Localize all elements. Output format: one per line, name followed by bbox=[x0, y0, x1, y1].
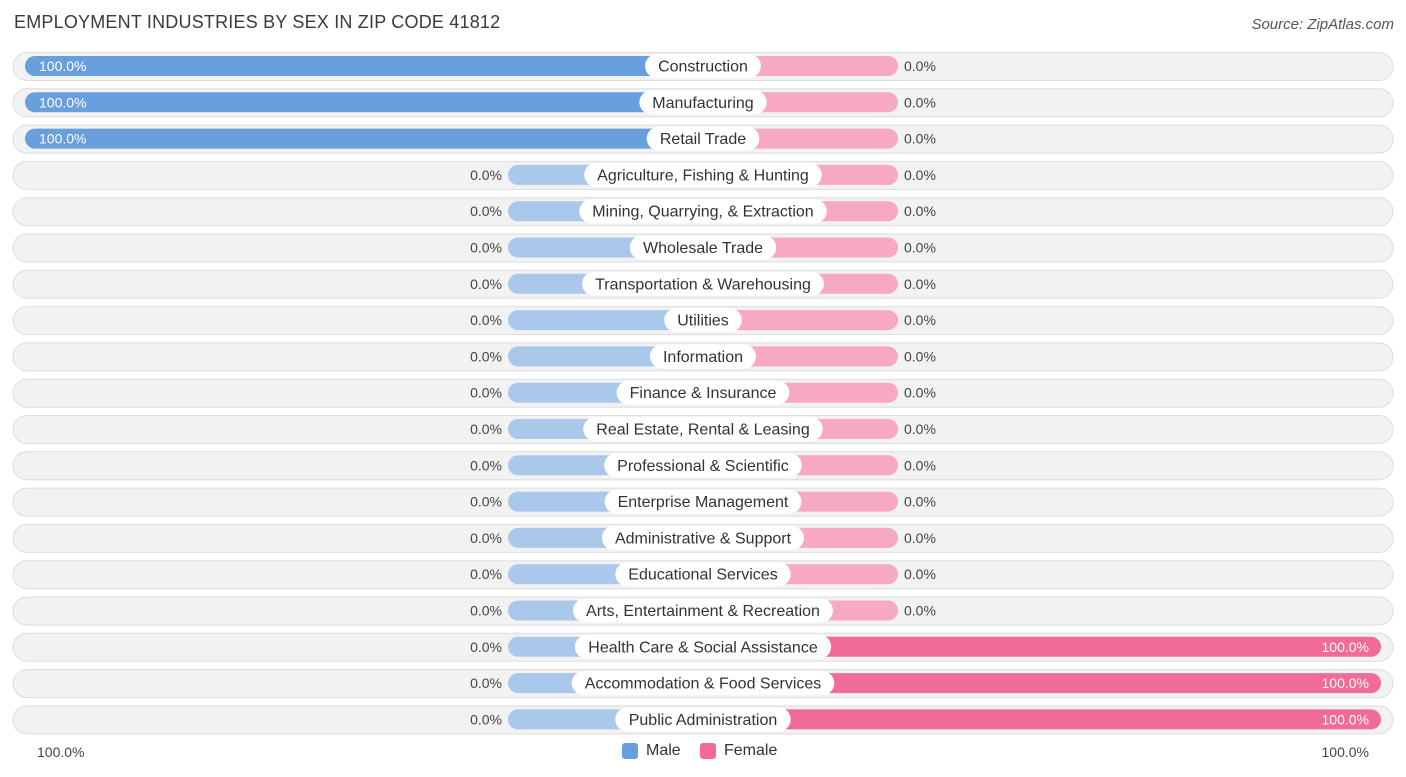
legend-item-female[interactable]: Female bbox=[700, 742, 777, 760]
value-label-female: 0.0% bbox=[904, 203, 936, 219]
category-label-bg bbox=[615, 707, 791, 732]
value-label-female: 0.0% bbox=[904, 603, 936, 619]
value-label-male: 0.0% bbox=[470, 167, 502, 183]
value-label-female: 0.0% bbox=[904, 385, 936, 401]
value-label-female: 0.0% bbox=[904, 566, 936, 582]
category-label-bg bbox=[571, 671, 835, 696]
legend-swatch-male bbox=[622, 743, 638, 759]
value-label-male: 0.0% bbox=[470, 494, 502, 510]
bar-female bbox=[703, 636, 1381, 657]
value-label-male: 100.0% bbox=[39, 94, 86, 110]
category-label-bg bbox=[649, 344, 757, 369]
category-label: Enterprise Management bbox=[618, 494, 789, 511]
category-label-bg bbox=[579, 199, 827, 224]
category-label: Finance & Insurance bbox=[630, 385, 777, 402]
category-label: Mining, Quarrying, & Extraction bbox=[592, 204, 813, 221]
value-label-male: 0.0% bbox=[470, 639, 502, 655]
category-label-bg bbox=[639, 90, 767, 115]
value-label-male: 100.0% bbox=[39, 58, 86, 74]
category-label: Public Administration bbox=[629, 712, 778, 729]
legend-item-male[interactable]: Male bbox=[622, 742, 681, 760]
value-label-male: 0.0% bbox=[470, 385, 502, 401]
category-label: Accommodation & Food Services bbox=[585, 676, 822, 693]
category-label: Professional & Scientific bbox=[617, 458, 789, 475]
source-note: Source: ZipAtlas.com bbox=[1251, 16, 1394, 33]
value-label-female: 0.0% bbox=[904, 457, 936, 473]
value-label-female: 100.0% bbox=[1322, 675, 1369, 691]
value-label-female: 0.0% bbox=[904, 240, 936, 256]
value-label-male: 0.0% bbox=[470, 421, 502, 437]
value-label-female: 100.0% bbox=[1322, 711, 1369, 727]
bar-female bbox=[703, 673, 1381, 694]
category-label-bg bbox=[582, 271, 824, 296]
axis-label-left: 100.0% bbox=[37, 744, 85, 760]
category-label: Educational Services bbox=[628, 567, 777, 584]
category-label: Arts, Entertainment & Recreation bbox=[586, 603, 820, 620]
category-label: Utilities bbox=[677, 313, 729, 330]
bar-male bbox=[508, 310, 703, 331]
category-label-bg bbox=[646, 126, 760, 151]
value-label-male: 0.0% bbox=[470, 276, 502, 292]
category-label-bg bbox=[604, 489, 802, 514]
category-label: Information bbox=[663, 349, 743, 366]
category-label-bg bbox=[629, 235, 777, 260]
value-label-male: 0.0% bbox=[470, 457, 502, 473]
axis-label-right: 100.0% bbox=[1321, 744, 1369, 760]
value-label-male: 0.0% bbox=[470, 711, 502, 727]
category-label-bg bbox=[573, 598, 833, 623]
bar-female bbox=[703, 310, 898, 331]
category-label-bg bbox=[583, 417, 823, 441]
legend: Male Female bbox=[0, 742, 1406, 764]
value-label-male: 0.0% bbox=[470, 566, 502, 582]
chart-title: EMPLOYMENT INDUSTRIES BY SEX IN ZIP CODE… bbox=[14, 12, 501, 32]
category-label: Health Care & Social Assistance bbox=[588, 639, 818, 656]
value-label-female: 0.0% bbox=[904, 276, 936, 292]
value-label-female: 0.0% bbox=[904, 58, 936, 74]
bar-male bbox=[25, 56, 703, 76]
category-label-bg bbox=[584, 162, 822, 187]
value-label-male: 0.0% bbox=[470, 530, 502, 546]
value-label-male: 0.0% bbox=[470, 348, 502, 364]
value-label-male: 0.0% bbox=[470, 675, 502, 691]
value-label-female: 100.0% bbox=[1322, 639, 1369, 655]
value-label-female: 0.0% bbox=[904, 348, 936, 364]
value-label-male: 0.0% bbox=[470, 203, 502, 219]
value-label-female: 0.0% bbox=[904, 167, 936, 183]
value-label-male: 0.0% bbox=[470, 603, 502, 619]
bar-female bbox=[703, 709, 1381, 730]
category-label: Manufacturing bbox=[652, 95, 753, 112]
category-label: Administrative & Support bbox=[615, 530, 792, 547]
legend-label-male: Male bbox=[646, 742, 681, 759]
value-label-male: 100.0% bbox=[39, 131, 86, 147]
category-label-bg bbox=[601, 525, 805, 550]
chart-area: Construction 100.0% 0.0% Manufacturing 100.0… bbox=[12, 52, 1394, 735]
value-label-female: 0.0% bbox=[904, 131, 936, 147]
value-label-female: 0.0% bbox=[904, 494, 936, 510]
category-label: Retail Trade bbox=[660, 131, 746, 148]
category-label-bg bbox=[604, 453, 802, 478]
bar-male bbox=[25, 128, 703, 149]
value-label-female: 0.0% bbox=[904, 312, 936, 328]
value-label-female: 0.0% bbox=[904, 94, 936, 110]
value-label-female: 0.0% bbox=[904, 530, 936, 546]
category-label-bg bbox=[616, 380, 790, 405]
legend-label-female: Female bbox=[724, 742, 778, 759]
category-label: Real Estate, Rental & Leasing bbox=[596, 422, 809, 439]
category-label-bg bbox=[574, 634, 832, 659]
legend-swatch-female bbox=[700, 743, 716, 759]
category-label-bg bbox=[664, 308, 742, 333]
category-label: Agriculture, Fishing & Hunting bbox=[597, 167, 809, 184]
value-label-female: 0.0% bbox=[904, 421, 936, 437]
category-label-bg bbox=[645, 54, 761, 78]
category-label: Construction bbox=[658, 59, 748, 76]
value-label-male: 0.0% bbox=[470, 312, 502, 328]
value-label-male: 0.0% bbox=[470, 240, 502, 256]
category-label: Transportation & Warehousing bbox=[595, 276, 811, 293]
category-label: Wholesale Trade bbox=[643, 240, 763, 257]
category-label-bg bbox=[615, 562, 791, 587]
bar-male bbox=[25, 92, 703, 113]
